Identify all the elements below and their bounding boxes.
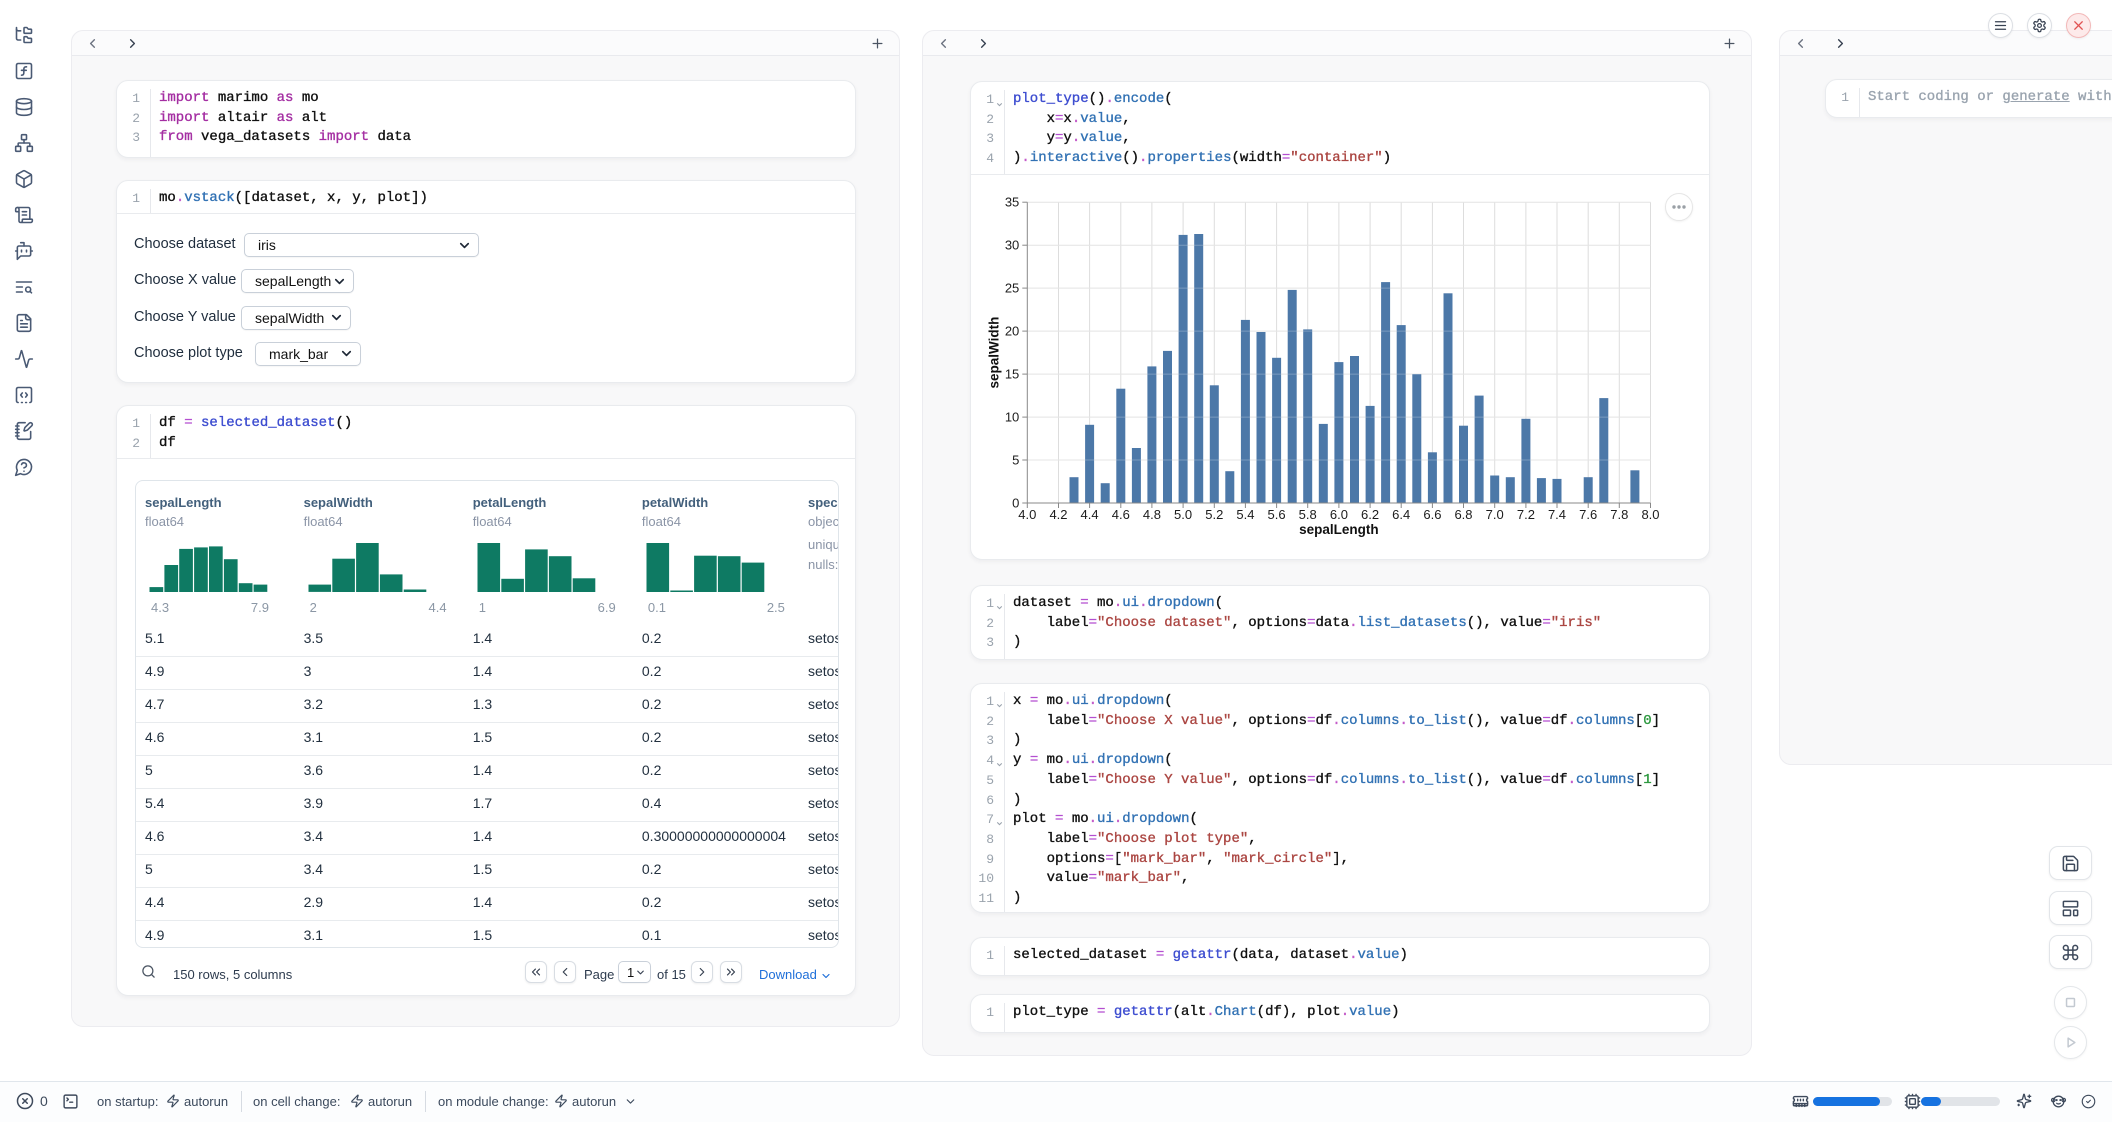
svg-text:6.6: 6.6 [1423,507,1441,522]
svg-text:4.2: 4.2 [1049,507,1067,522]
svg-text:7.2: 7.2 [1517,507,1535,522]
svg-text:sepalLength: sepalLength [1299,522,1379,537]
svg-text:35: 35 [1005,195,1019,210]
svg-text:4.0: 4.0 [1018,507,1036,522]
svg-text:6.8: 6.8 [1454,507,1472,522]
svg-text:4.6: 4.6 [1112,507,1130,522]
svg-text:4.8: 4.8 [1143,507,1161,522]
svg-text:5.8: 5.8 [1299,507,1317,522]
svg-text:4.4: 4.4 [1081,507,1099,522]
svg-text:sepalWidth: sepalWidth [986,317,1001,389]
svg-text:5: 5 [1012,453,1019,468]
svg-text:6.0: 6.0 [1330,507,1348,522]
svg-text:15: 15 [1005,367,1019,382]
svg-text:20: 20 [1005,324,1019,339]
svg-text:7.6: 7.6 [1579,507,1597,522]
svg-text:6.4: 6.4 [1392,507,1410,522]
svg-text:8.0: 8.0 [1641,507,1659,522]
svg-text:7.4: 7.4 [1548,507,1566,522]
svg-text:7.8: 7.8 [1610,507,1628,522]
svg-text:30: 30 [1005,238,1019,253]
svg-text:5.2: 5.2 [1205,507,1223,522]
svg-text:6.2: 6.2 [1361,507,1379,522]
svg-text:0: 0 [1012,496,1019,511]
svg-text:10: 10 [1005,410,1019,425]
svg-text:5.6: 5.6 [1268,507,1286,522]
svg-text:7.0: 7.0 [1486,507,1504,522]
svg-text:25: 25 [1005,281,1019,296]
svg-text:5.0: 5.0 [1174,507,1192,522]
svg-text:5.4: 5.4 [1236,507,1254,522]
